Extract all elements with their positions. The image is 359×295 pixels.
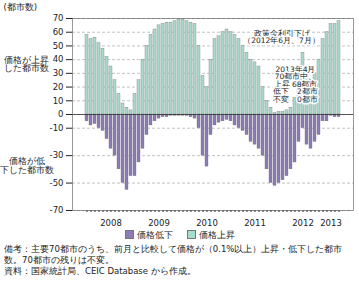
svg-text:20: 20 [53, 82, 64, 92]
svg-text:60: 60 [53, 27, 64, 37]
svg-text:50: 50 [53, 41, 64, 51]
svg-text:-10: -10 [50, 123, 64, 133]
svg-text:-30: -30 [50, 150, 64, 160]
svg-text:2012: 2012 [292, 218, 314, 228]
html-text:価格低下: 価格低下 [136, 229, 173, 240]
html-text:資料：国家統計局、CEIC Database から作成。: 資料：国家統計局、CEIC Database から作成。 [4, 266, 196, 276]
svg-text:2011: 2011 [244, 218, 266, 228]
svg-text:-70: -70 [50, 205, 64, 215]
svg-text:0: 0 [58, 109, 63, 119]
html-text:備考：主要70都市のうち、前月と比較して価格が（0.1%以上: 備考：主要70都市のうち、前月と比較して価格が（0.1%以上）上昇・低下した都市… [4, 244, 343, 265]
svg-text:40: 40 [53, 54, 64, 64]
svg-text:価格が上昇した都市数: 価格が上昇した都市数 [4, 55, 49, 74]
svg-text:2008: 2008 [100, 218, 122, 228]
svg-text:2013年4月70都市中、上昇 68都市低下 2都市不変 0: 2013年4月70都市中、上昇 68都市低下 2都市不変 0都市 [273, 65, 318, 104]
svg-text:(都市数): (都市数) [4, 2, 38, 12]
svg-text:政策金利引下げ（2012年6月、7月）: 政策金利引下げ（2012年6月、7月） [243, 29, 320, 46]
svg-text:70: 70 [53, 13, 64, 23]
svg-text:価格が低下した都市数: 価格が低下した都市数 [0, 156, 54, 175]
svg-text:2009: 2009 [148, 218, 170, 228]
svg-text:-50: -50 [50, 178, 64, 188]
svg-text:10: 10 [53, 96, 64, 106]
html-text:価格上昇: 価格上昇 [198, 229, 235, 240]
svg-text:30: 30 [53, 68, 64, 78]
svg-text:2013: 2013 [320, 218, 342, 228]
svg-text:2010: 2010 [196, 218, 218, 228]
